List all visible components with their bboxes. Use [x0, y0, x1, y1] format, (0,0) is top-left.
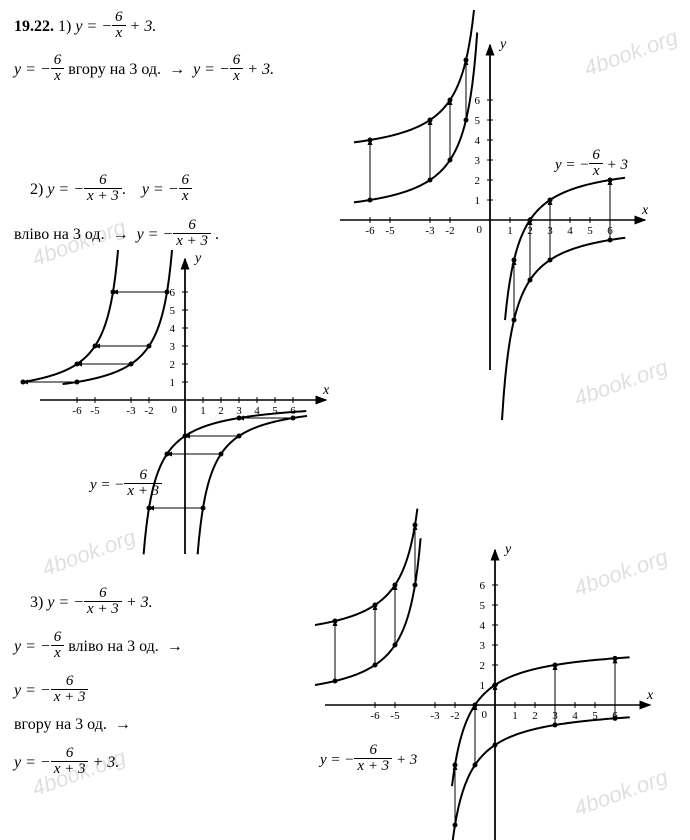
svg-text:2: 2	[170, 359, 176, 371]
svg-text:6: 6	[475, 95, 481, 107]
svg-text:-5: -5	[385, 225, 395, 237]
svg-text:4: 4	[480, 620, 486, 632]
problem-number: 19.22.	[14, 18, 54, 35]
svg-text:-3: -3	[425, 225, 435, 237]
svg-text:x: x	[641, 203, 649, 218]
svg-text:5: 5	[480, 600, 486, 612]
svg-text:3: 3	[236, 405, 242, 417]
svg-text:1: 1	[200, 405, 206, 417]
svg-text:5: 5	[170, 305, 176, 317]
svg-text:y: y	[503, 542, 512, 557]
problem-header: 19.22. 1) y = −6x + 3.	[14, 12, 156, 43]
page-root: 4book.org 4book.org 4book.org 4book.org …	[0, 0, 690, 834]
svg-text:-5: -5	[390, 710, 400, 722]
svg-text:1: 1	[512, 710, 518, 722]
svg-text:6: 6	[480, 580, 486, 592]
svg-text:3: 3	[480, 640, 486, 652]
svg-text:-5: -5	[90, 405, 100, 417]
part3-step2: y = −6x + 3	[14, 676, 88, 707]
svg-text:0: 0	[477, 224, 483, 236]
svg-text:5: 5	[475, 115, 481, 127]
chart-3: -6-5-3-21234561234560xy y = −6x + 3 + 3	[280, 530, 680, 840]
svg-text:-3: -3	[430, 710, 440, 722]
svg-text:-2: -2	[450, 710, 459, 722]
svg-text:5: 5	[587, 225, 593, 237]
part1-step: y = −6x вгору на 3 од. → y = −6x + 3.	[14, 55, 274, 86]
part3-line1: 3) y = −6x + 3 + 3.	[30, 588, 153, 619]
svg-text:0: 0	[482, 709, 488, 721]
svg-text:1: 1	[507, 225, 513, 237]
svg-text:1: 1	[475, 195, 481, 207]
part2-line1: 2) y = −6x + 3. y = −6x	[30, 175, 192, 206]
svg-text:6: 6	[170, 287, 176, 299]
svg-text:4: 4	[170, 323, 176, 335]
svg-text:y: y	[498, 37, 507, 52]
svg-text:0: 0	[172, 404, 178, 416]
svg-text:-6: -6	[365, 225, 375, 237]
svg-text:2: 2	[475, 175, 481, 187]
svg-text:5: 5	[272, 405, 278, 417]
svg-text:2: 2	[480, 660, 486, 672]
svg-text:-6: -6	[370, 710, 380, 722]
part3-step3: вгору на 3 од. →	[14, 715, 135, 736]
svg-text:1: 1	[480, 680, 486, 692]
svg-text:2: 2	[532, 710, 538, 722]
svg-text:-6: -6	[72, 405, 82, 417]
svg-text:-2: -2	[144, 405, 153, 417]
part3-step1: y = −6x вліво на 3 од. →	[14, 632, 187, 663]
part3-step4: y = −6x + 3 + 3.	[14, 748, 119, 779]
chart1-equation: y = −6x + 3	[555, 150, 628, 181]
svg-text:3: 3	[475, 155, 481, 167]
svg-text:2: 2	[218, 405, 224, 417]
svg-text:-2: -2	[445, 225, 454, 237]
svg-text:3: 3	[170, 341, 176, 353]
chart2-equation: y = −6x + 3	[90, 470, 162, 501]
svg-text:4: 4	[572, 710, 578, 722]
chart3-equation: y = −6x + 3 + 3	[320, 745, 417, 776]
svg-text:4: 4	[475, 135, 481, 147]
svg-text:4: 4	[567, 225, 573, 237]
part2-step: вліво на 3 од. → y = −6x + 3 .	[14, 220, 219, 251]
part1-label: 1)	[58, 18, 71, 35]
svg-text:-3: -3	[126, 405, 136, 417]
svg-text:1: 1	[170, 377, 176, 389]
chart-2: -6-5-3-21234561234560xy y = −6x + 3	[30, 255, 350, 565]
svg-text:x: x	[322, 383, 330, 398]
svg-text:y: y	[193, 251, 202, 266]
chart-1: -6-5-3-21234561234560xy y = −6x + 3	[330, 20, 680, 380]
part1-eq: y = −6x + 3.	[75, 18, 156, 35]
svg-text:x: x	[646, 688, 654, 703]
